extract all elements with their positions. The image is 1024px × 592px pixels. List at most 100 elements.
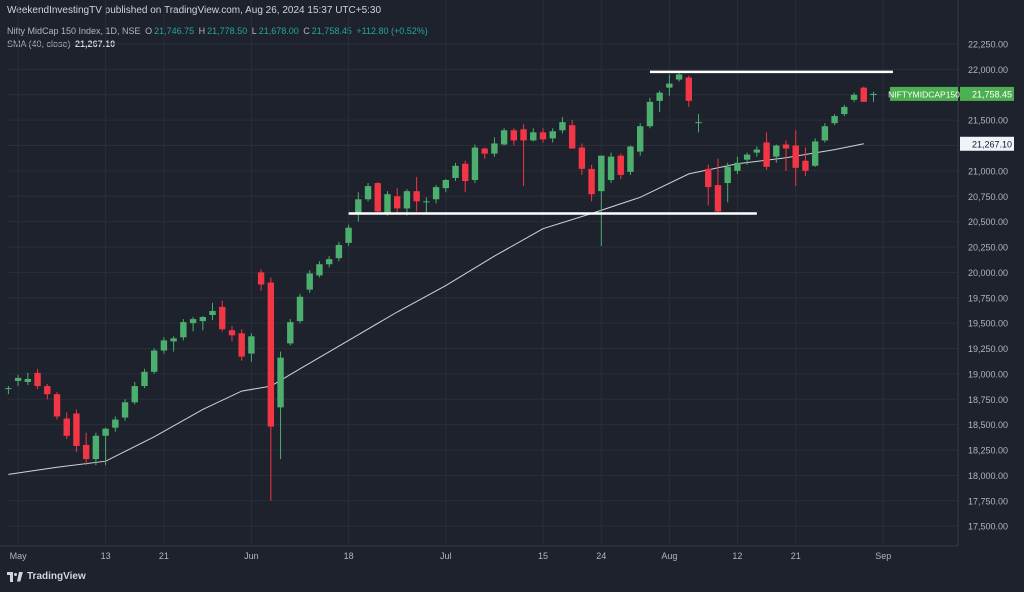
tradingview-footer[interactable]: TradingView [7, 571, 86, 582]
candle-down [860, 87, 867, 102]
candle-down [792, 145, 799, 168]
candle-down [82, 444, 90, 460]
candle-up [627, 146, 634, 172]
x-tick-label: Jul [440, 551, 452, 561]
y-tick-label: 17,500.00 [968, 522, 1008, 532]
tradingview-logo-icon [7, 571, 23, 582]
candle-down [44, 386, 51, 395]
sma-line [8, 143, 864, 475]
candle-down [462, 163, 469, 182]
sma-price-tag: 21,267.10 [972, 139, 1012, 149]
candle-up [870, 93, 877, 96]
candle-up [316, 264, 323, 276]
candle-up [607, 156, 615, 181]
candle-up [160, 340, 168, 351]
candle-up [170, 338, 177, 342]
candle-up [753, 149, 761, 153]
candle-up [442, 180, 449, 189]
y-tick-label: 21,000.00 [968, 166, 1008, 176]
candle-down [782, 144, 790, 149]
candle-up [403, 191, 411, 209]
x-tick-label: 24 [596, 551, 606, 561]
candle-down [63, 418, 70, 436]
candle-up [335, 244, 343, 259]
candle-down [802, 160, 809, 171]
candle-up [559, 122, 566, 131]
candle-up [287, 322, 294, 344]
candle-up [500, 130, 508, 145]
candle-down [267, 282, 275, 427]
open-value: 21,746.75 [154, 26, 195, 36]
candle-up [811, 141, 819, 166]
x-tick-label: 21 [159, 551, 169, 561]
candle-up [695, 122, 702, 124]
candle-up [14, 377, 22, 381]
candle-down [34, 372, 41, 387]
candle-up [112, 419, 119, 428]
x-tick-label: May [10, 551, 28, 561]
x-tick-label: 13 [101, 551, 111, 561]
candle-down [617, 155, 624, 175]
y-tick-label: 19,750.00 [968, 293, 1008, 303]
candle-down [578, 147, 586, 169]
candle-up [743, 154, 751, 160]
publisher-caption: WeekendInvestingTV published on TradingV… [7, 5, 382, 16]
candle-down [510, 130, 518, 141]
candle-up [637, 126, 644, 152]
last-price-tag-bg [960, 86, 1014, 101]
y-tick-label: 22,000.00 [968, 65, 1008, 75]
candle-up [423, 201, 430, 203]
candle-up [432, 187, 440, 200]
candle-up [549, 131, 556, 139]
candle-up [471, 147, 479, 181]
symbol-tag: NIFTYMIDCAP150 [888, 89, 960, 99]
open-label: O [145, 26, 153, 36]
candle-up [121, 402, 129, 418]
candle-down [763, 142, 770, 167]
x-tick-label: 15 [538, 551, 548, 561]
candle-up [364, 186, 372, 200]
candle-down [520, 129, 527, 141]
close-value: 21,758.45 [311, 26, 352, 36]
candle-up [724, 166, 731, 184]
candle-up [248, 336, 255, 354]
candle-down [714, 185, 722, 212]
sma-tag-bg [960, 136, 1014, 151]
y-tick-label: 19,250.00 [968, 344, 1008, 354]
candle-up [384, 194, 391, 213]
candle-up [841, 106, 848, 115]
candle-up [141, 371, 148, 387]
candle-up [821, 126, 829, 141]
symbol-tag-bg [890, 86, 958, 101]
candle-up [831, 116, 838, 124]
change-value: +112.80 (+0.52%) [356, 26, 428, 36]
x-tick-label: 12 [732, 551, 742, 561]
candle-up [180, 322, 187, 338]
candle-down [568, 125, 576, 149]
candle-up [656, 92, 663, 101]
candle-down [73, 413, 80, 446]
ohlc-legend-row[interactable]: Nifty MidCap 150 Index, 1D, NSE O 21,746.… [7, 25, 430, 38]
y-tick-label: 20,750.00 [968, 192, 1008, 202]
candle-down [257, 272, 265, 285]
candle-up [209, 310, 216, 316]
candle-down [705, 168, 712, 188]
candle-down [219, 306, 226, 330]
y-tick-label: 22,250.00 [968, 40, 1008, 50]
candle-up [5, 388, 12, 390]
y-tick-label: 17,750.00 [968, 496, 1008, 506]
candle-up [850, 94, 858, 100]
candle-down [481, 148, 488, 154]
candle-down [685, 77, 692, 101]
candle-up [151, 350, 158, 372]
candle-up [92, 435, 100, 460]
y-tick-label: 19,500.00 [968, 319, 1008, 329]
x-tick-label: Aug [661, 551, 677, 561]
candle-up [24, 378, 32, 382]
y-tick-label: 19,000.00 [968, 369, 1008, 379]
y-tick-label: 18,250.00 [968, 446, 1008, 456]
y-tick-label: 18,750.00 [968, 395, 1008, 405]
symbol-name: Nifty MidCap 150 Index, 1D, NSE [7, 26, 141, 36]
candle-up [491, 143, 498, 154]
